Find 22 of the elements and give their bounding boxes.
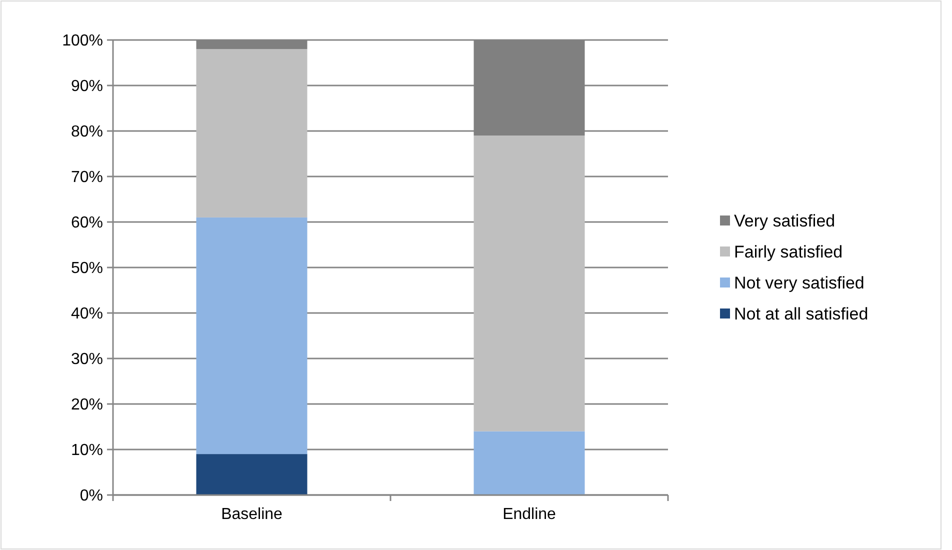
y-tick-label: 20% <box>70 396 103 414</box>
y-tick-label: 70% <box>70 169 103 186</box>
y-tick-label: 100% <box>62 32 103 50</box>
bar <box>196 217 308 454</box>
legend-label: Not at all satisfied <box>734 304 868 324</box>
bar <box>474 431 585 495</box>
bar <box>474 136 585 432</box>
y-tick-label: 90% <box>70 78 103 96</box>
y-tick-label: 80% <box>70 124 103 141</box>
legend-label: Not very satisfied <box>734 273 864 292</box>
y-tick-label: 60% <box>70 214 103 232</box>
bar <box>196 454 308 495</box>
y-tick-label: 30% <box>70 351 103 368</box>
legend-label: Fairly satisfied <box>734 242 843 262</box>
x-tick-label: Endline <box>502 506 556 523</box>
legend-label: Very satisfied <box>734 211 836 230</box>
y-tick-label: 10% <box>70 442 103 460</box>
x-tick-label: Baseline <box>221 506 283 523</box>
y-tick-label: 0% <box>80 488 103 505</box>
y-tick-label: 40% <box>70 306 103 323</box>
y-tick-label: 50% <box>70 260 103 278</box>
bar <box>196 49 308 218</box>
